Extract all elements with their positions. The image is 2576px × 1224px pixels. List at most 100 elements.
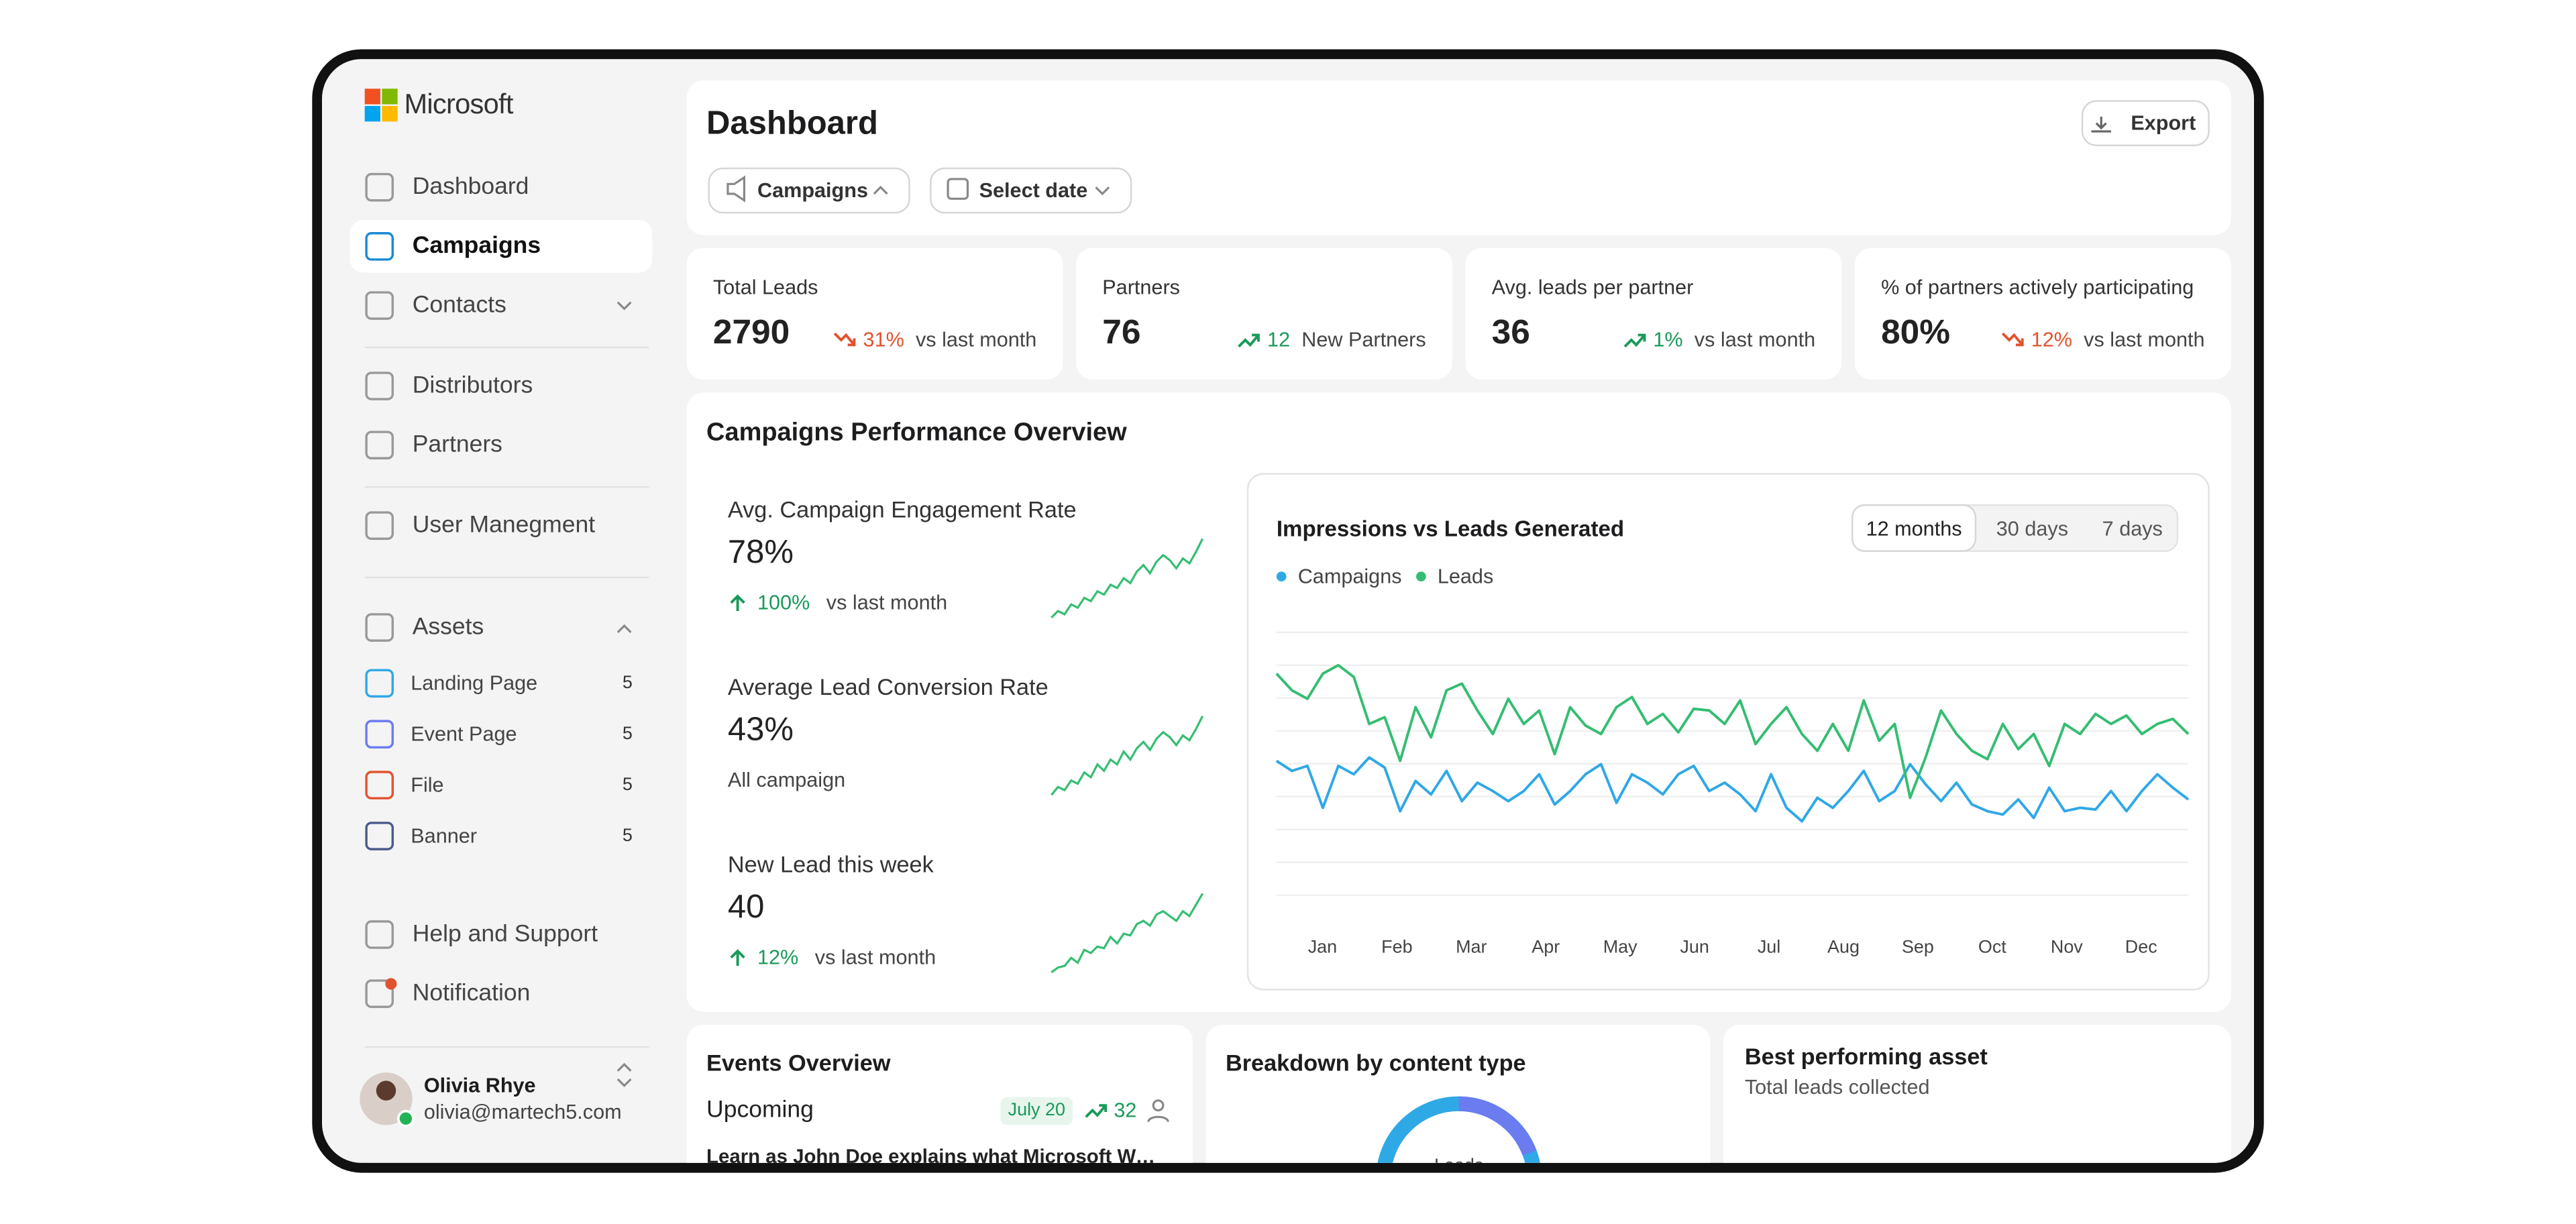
filter-label: Campaigns bbox=[757, 178, 869, 203]
logo bbox=[364, 105, 380, 122]
event-item: Learn as John Doe explains what Microsof… bbox=[706, 1144, 1167, 1168]
divider bbox=[364, 576, 649, 579]
change-value: 12 bbox=[1267, 328, 1291, 352]
stat-value: 76 bbox=[1102, 313, 1141, 352]
icon bbox=[365, 431, 394, 459]
trend-icon bbox=[2002, 332, 2025, 347]
stat-change: 1% vs last month bbox=[1623, 329, 1815, 351]
series-line bbox=[1275, 663, 2190, 799]
app: Microsoft Dashboard Campaigns Contacts Distr… bbox=[322, 59, 2254, 1173]
change-note: vs last month bbox=[2084, 328, 2205, 352]
stat-value: 80% bbox=[1881, 313, 1951, 352]
divider bbox=[364, 1046, 649, 1048]
change-value: 12% bbox=[2031, 328, 2073, 352]
active-nav-bg bbox=[350, 220, 653, 273]
asset-item: Landing Page bbox=[411, 671, 538, 695]
asset-item: File bbox=[411, 773, 444, 797]
section-label: Upcoming bbox=[706, 1097, 814, 1124]
series-line bbox=[1275, 756, 2190, 823]
legend-label: Leads bbox=[1437, 565, 1494, 588]
best-card bbox=[1723, 1025, 2231, 1163]
change-note: New Partners bbox=[1301, 328, 1426, 352]
icon bbox=[365, 771, 394, 799]
sparkline bbox=[1051, 716, 1204, 796]
asset-item: Banner bbox=[411, 824, 477, 848]
legend-label: Campaigns bbox=[1297, 565, 1402, 588]
trend-icon bbox=[1238, 333, 1260, 348]
chart-title: Impressions vs Leads Generated bbox=[1276, 516, 1625, 541]
stat-change: 12% vs last month bbox=[2002, 329, 2205, 351]
status-dot bbox=[397, 1109, 415, 1127]
divider bbox=[364, 486, 649, 488]
icon bbox=[365, 511, 394, 540]
x-tick-label: Nov bbox=[2050, 938, 2083, 958]
stat-card bbox=[1854, 247, 2231, 380]
stat-label: Avg. leads per partner bbox=[1491, 276, 1694, 299]
nav-item: Assets bbox=[412, 614, 484, 641]
range-option[interactable]: 7 days bbox=[2102, 517, 2163, 541]
x-tick-label: Mar bbox=[1456, 938, 1487, 958]
nav-item: User Manegment bbox=[412, 512, 596, 539]
range-selected[interactable] bbox=[1851, 504, 1977, 552]
x-tick-label: Feb bbox=[1381, 938, 1413, 958]
page-title: Dashboard bbox=[706, 105, 878, 142]
asset-count: 5 bbox=[622, 673, 633, 693]
stat-label: Total Leads bbox=[712, 276, 818, 299]
legend-dot bbox=[1276, 571, 1287, 581]
asset-item: Event Page bbox=[411, 722, 517, 746]
icon bbox=[365, 979, 394, 1008]
events-card bbox=[686, 1025, 1193, 1163]
logo bbox=[382, 105, 398, 122]
card-subtitle: Total leads collected bbox=[1744, 1076, 1930, 1099]
x-tick-label: May bbox=[1603, 938, 1638, 958]
metric-value: 40 bbox=[727, 889, 765, 926]
icon bbox=[365, 822, 394, 850]
logo bbox=[364, 89, 380, 105]
change-value: 12% bbox=[757, 946, 799, 969]
breakdown-card bbox=[1205, 1025, 1711, 1163]
range-option[interactable]: 12 months bbox=[1866, 517, 1962, 541]
card-title: Events Overview bbox=[706, 1049, 891, 1076]
date-badge-text: July 20 bbox=[1008, 1100, 1065, 1121]
x-tick-label: Jan bbox=[1307, 938, 1338, 958]
stat-card bbox=[1076, 247, 1452, 380]
trend-icon bbox=[834, 332, 857, 347]
change-note: vs last month bbox=[1694, 328, 1816, 352]
donut-center: Leads bbox=[1434, 1156, 1484, 1173]
metric-label: Average Lead Conversion Rate bbox=[727, 673, 1049, 700]
asset-count: 5 bbox=[622, 775, 633, 795]
export-button[interactable] bbox=[2081, 100, 2210, 146]
metric-change: 12% vs last month bbox=[728, 946, 936, 969]
metric-value: 43% bbox=[727, 712, 794, 748]
change-note: vs last month bbox=[814, 946, 936, 969]
metric-change: All campaign bbox=[728, 769, 845, 791]
nav-item: Help and Support bbox=[412, 921, 598, 948]
stat-change: 31% vs last month bbox=[833, 329, 1036, 351]
filter-label: Select date bbox=[979, 178, 1088, 203]
card-title: Breakdown by content type bbox=[1225, 1049, 1526, 1076]
divider bbox=[364, 346, 649, 349]
range-option[interactable]: 30 days bbox=[1996, 517, 2068, 541]
asset-count: 5 bbox=[622, 724, 633, 744]
export-label: Export bbox=[2131, 111, 2196, 135]
device-frame: Microsoft Dashboard Campaigns Contacts Distr… bbox=[312, 49, 2264, 1173]
count-value: 32 bbox=[1114, 1099, 1137, 1122]
trend-icon bbox=[1624, 333, 1647, 348]
change-note: vs last month bbox=[826, 591, 948, 614]
icon bbox=[365, 291, 394, 320]
nav-item: Notification bbox=[412, 981, 531, 1007]
graphics bbox=[360, 89, 2190, 1163]
logo bbox=[382, 89, 398, 105]
x-tick-label: Apr bbox=[1532, 938, 1560, 958]
icon bbox=[365, 920, 394, 949]
icon bbox=[365, 232, 394, 261]
trend-icon bbox=[1085, 1104, 1108, 1118]
x-tick-label: Sep bbox=[1901, 938, 1934, 958]
sparkline bbox=[1051, 893, 1204, 974]
icon bbox=[365, 613, 394, 642]
metric-value: 78% bbox=[727, 535, 794, 571]
stat-card bbox=[1465, 247, 1842, 380]
nav-item: Distributors bbox=[412, 372, 533, 400]
